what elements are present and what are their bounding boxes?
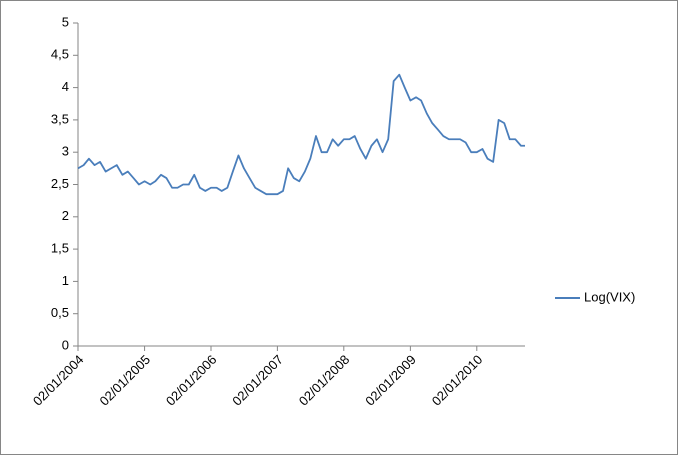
y-tick-label: 5 <box>62 14 69 29</box>
y-tick-label: 0,5 <box>51 305 69 320</box>
y-tick-label: 2,5 <box>51 176 69 191</box>
y-tick-label: 4 <box>62 79 69 94</box>
y-tick-label: 1 <box>62 273 69 288</box>
y-tick-label: 0 <box>62 337 69 352</box>
y-tick-label: 2 <box>62 208 69 223</box>
legend-label: Log(VIX) <box>584 289 635 304</box>
y-tick-label: 4,5 <box>51 47 69 62</box>
y-tick-label: 3,5 <box>51 111 69 126</box>
data-line <box>77 73 525 196</box>
y-tick-label: 3 <box>62 144 69 159</box>
y-tick-label: 1,5 <box>51 241 69 256</box>
